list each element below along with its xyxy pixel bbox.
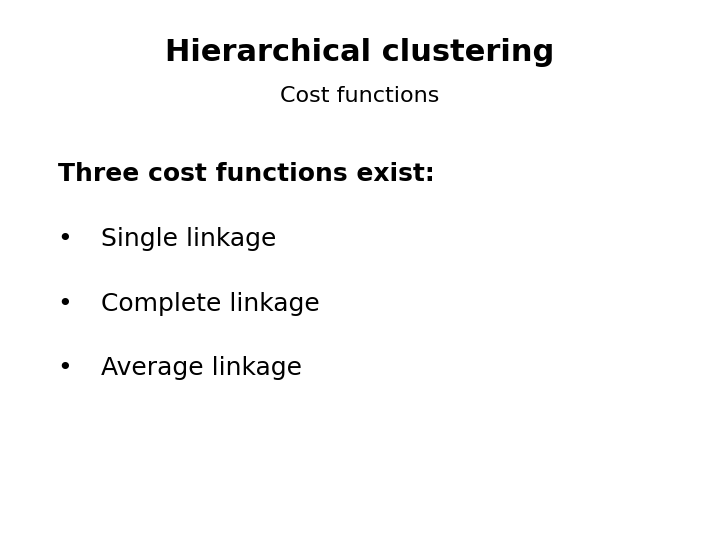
- Text: •: •: [58, 292, 72, 315]
- Text: Three cost functions exist:: Three cost functions exist:: [58, 162, 434, 186]
- Text: •: •: [58, 227, 72, 251]
- Text: Complete linkage: Complete linkage: [101, 292, 320, 315]
- Text: Average linkage: Average linkage: [101, 356, 302, 380]
- Text: Single linkage: Single linkage: [101, 227, 276, 251]
- Text: Hierarchical clustering: Hierarchical clustering: [166, 38, 554, 67]
- Text: •: •: [58, 356, 72, 380]
- Text: Cost functions: Cost functions: [280, 86, 440, 106]
